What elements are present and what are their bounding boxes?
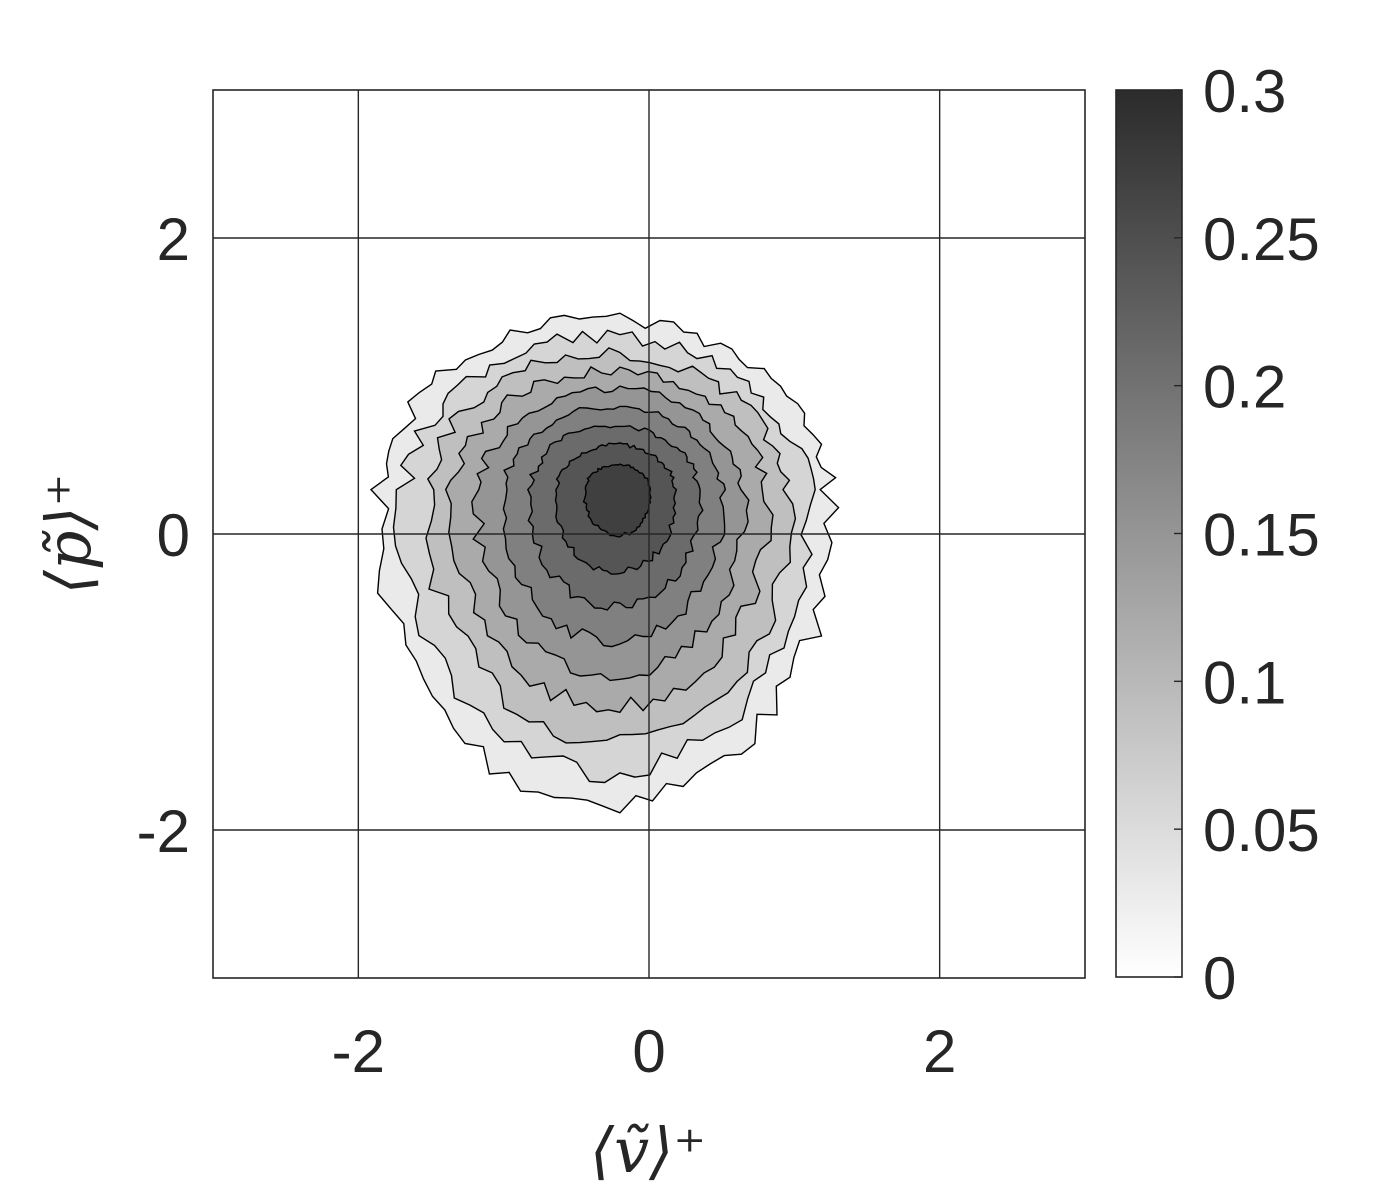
grid-lines [213, 90, 1085, 978]
colorbar [1115, 89, 1183, 978]
y-tick-label: 0 [157, 502, 190, 569]
x-axis-label: ⟨ṽ⟩⁺ [590, 1114, 706, 1187]
y-tick-labels: -2 0 2 [137, 206, 190, 865]
x-tick-label: 2 [923, 1018, 956, 1085]
y-axis-label: ⟨p̃⟩⁺ [32, 474, 105, 595]
x-tick-labels: -2 0 2 [332, 1018, 957, 1085]
colorbar-tick-label: 0 [1203, 945, 1236, 1012]
colorbar-tick-label: 0.1 [1203, 649, 1286, 716]
colorbar-tick-label: 0.2 [1203, 354, 1286, 421]
plot-frame [212, 89, 1086, 979]
colorbar-tick-label: 0.25 [1203, 206, 1320, 273]
colorbar-tick-label: 0.3 [1203, 58, 1286, 125]
colorbar-tick-label: 0.15 [1203, 502, 1320, 569]
contour-level-8 [582, 463, 652, 538]
colorbar-ticks: 0 0.05 0.1 0.15 0.2 0.25 0.3 [1174, 58, 1320, 1012]
y-tick-label: 2 [157, 206, 190, 273]
x-tick-label: -2 [332, 1018, 385, 1085]
contour-fills [369, 312, 840, 814]
y-tick-label: -2 [137, 798, 190, 865]
colorbar-tick-label: 0.05 [1203, 797, 1320, 864]
x-tick-label: 0 [632, 1018, 665, 1085]
